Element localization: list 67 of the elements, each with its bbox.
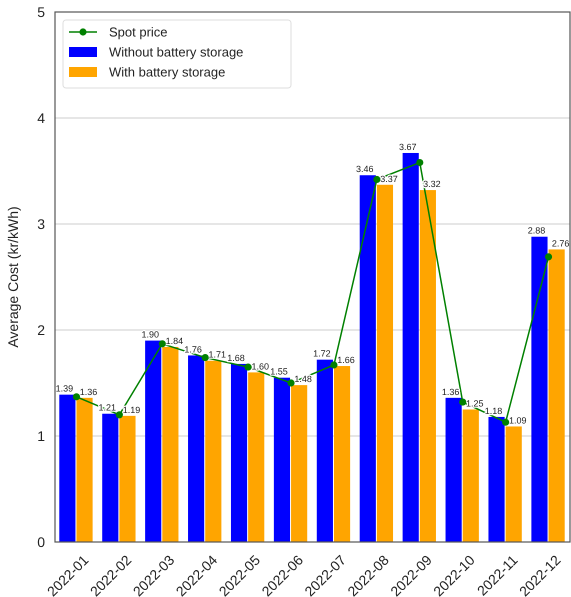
bar (205, 360, 222, 542)
point (72, 393, 80, 400)
data-label: 1.39 (56, 384, 74, 394)
data-label: 1.19 (122, 404, 140, 415)
data-label: 1.71 (208, 350, 226, 360)
bar (76, 398, 93, 542)
bar (531, 236, 548, 542)
data-label: 3.46 (356, 164, 374, 174)
y-tick-label: 0 (37, 534, 46, 550)
data-label: 3.37 (380, 174, 398, 184)
y-tick-label: 5 (37, 4, 46, 20)
bar (59, 394, 76, 542)
bar (162, 346, 178, 542)
point (202, 354, 209, 362)
y-tick-label: 4 (37, 110, 46, 126)
data-label: 1.60 (251, 361, 269, 372)
legend-label: Without battery storage (109, 44, 244, 60)
bar (506, 426, 522, 542)
legend-label: Spot price (109, 24, 168, 40)
bar (334, 366, 350, 542)
point (373, 176, 380, 184)
data-label: 1.76 (184, 344, 202, 354)
point (158, 340, 166, 348)
bar (488, 416, 505, 542)
point (116, 411, 123, 418)
point (416, 158, 424, 166)
bar (291, 385, 308, 542)
point (544, 253, 552, 260)
bar (360, 175, 376, 542)
data-label: 2.88 (528, 226, 546, 236)
legend-label: With battery storage (109, 64, 226, 80)
bar (102, 414, 118, 542)
y-tick-label: 1 (37, 428, 46, 444)
y-axis-title: Average Cost (kr/kWh) (5, 206, 21, 348)
y-tick-label: 2 (37, 322, 46, 338)
data-label: 2.76 (552, 238, 570, 248)
bar (446, 398, 462, 542)
bar (402, 152, 419, 542)
point (244, 364, 252, 371)
point (330, 361, 338, 369)
data-label: 1.18 (484, 406, 502, 416)
bar (248, 372, 264, 542)
point (459, 398, 466, 406)
bar (274, 378, 290, 542)
data-label: 3.67 (398, 142, 416, 152)
bar (548, 249, 565, 542)
data-label: 1.09 (508, 415, 526, 426)
data-label: 1.90 (141, 330, 159, 340)
data-label: 1.25 (466, 398, 484, 408)
bar (462, 410, 479, 542)
bar (230, 364, 248, 542)
bar (145, 340, 162, 542)
data-label: 1.68 (227, 352, 245, 363)
point (502, 418, 510, 426)
data-label: 1.72 (313, 348, 331, 359)
data-label: 1.55 (270, 366, 288, 377)
bar (188, 355, 204, 542)
bar (119, 416, 136, 542)
data-label: 1.66 (337, 355, 355, 366)
bar (420, 190, 436, 542)
y-tick-label: 3 (37, 216, 46, 232)
data-label: 1.36 (80, 386, 98, 397)
data-label: 1.36 (442, 386, 460, 397)
data-label: 1.84 (166, 336, 184, 346)
point (287, 379, 295, 387)
bar (316, 360, 333, 542)
bar (376, 184, 394, 542)
